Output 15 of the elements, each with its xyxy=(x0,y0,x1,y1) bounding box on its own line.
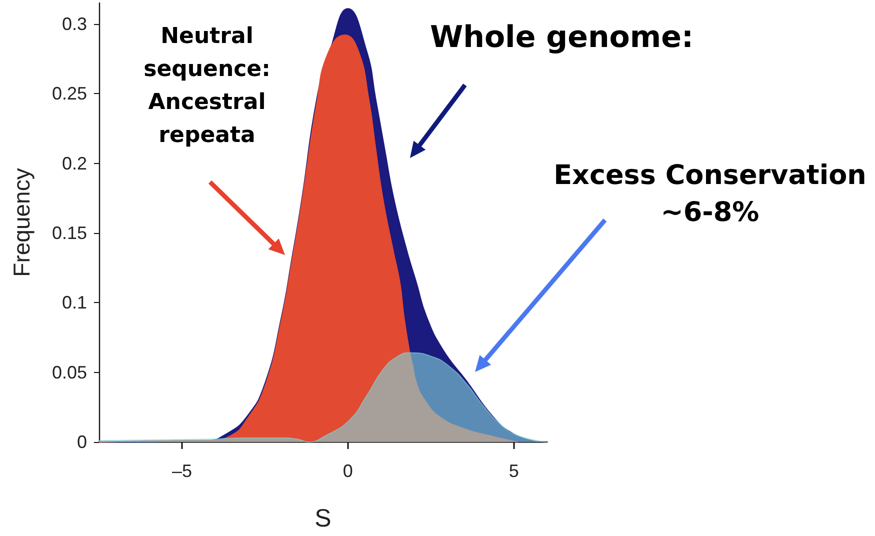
y-tick-label: 0.2 xyxy=(62,153,87,174)
x-tick-label: 0 xyxy=(342,461,353,481)
y-tick-label: 0.05 xyxy=(52,362,87,382)
annotation: Whole genome: xyxy=(430,20,694,56)
y-tick-label: 0.1 xyxy=(62,292,87,313)
text: Excess Conservation ~6-8% xyxy=(552,159,868,230)
annotation: Neutral sequence: Ancestral repeata xyxy=(142,23,272,150)
y-axis-title: Frequency xyxy=(8,168,34,277)
x-tick-label: 5 xyxy=(508,461,519,481)
y-tick-label: 0.25 xyxy=(52,84,87,104)
y-tick-label: 0 xyxy=(76,432,87,452)
x-tick-label: –5 xyxy=(172,461,192,481)
y-tick-label: 0.3 xyxy=(62,14,87,34)
x-axis-title: S xyxy=(314,504,332,532)
y-tick-label: 0.15 xyxy=(52,222,87,243)
